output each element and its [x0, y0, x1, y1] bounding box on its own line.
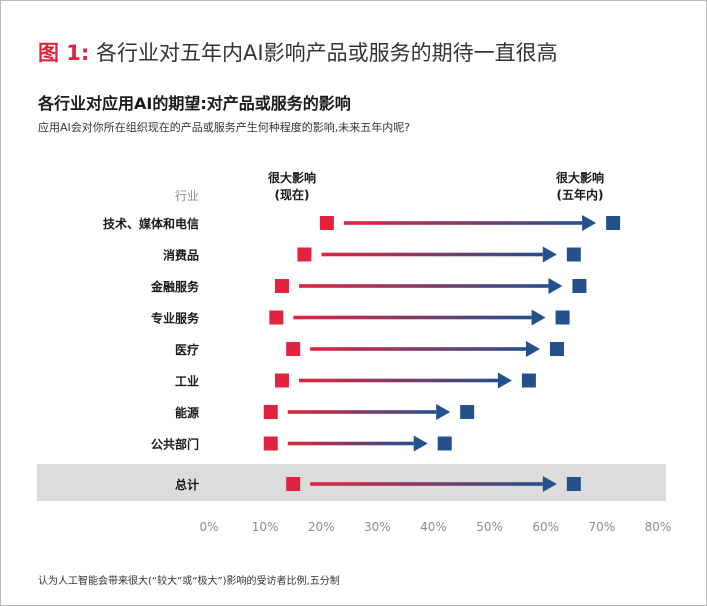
category-label: 工业 — [175, 374, 199, 389]
arrow-shaft — [298, 378, 498, 383]
arrow-head — [542, 246, 557, 263]
x-tick-label: 20% — [308, 520, 335, 534]
footnote: 认为人工智能会带来很大(“较大”或“极大”)影响的受访者比例,五分制 — [38, 576, 340, 587]
chart-subheading: 应用AI会对你所在组织现在的产品或服务产生何种程度的影响,未来五年内呢? — [38, 121, 411, 134]
category-label: 技术、媒体和电信 — [103, 216, 199, 231]
x-tick-label: 70% — [589, 520, 616, 534]
x-tick-label: 0% — [199, 520, 218, 534]
future-marker — [566, 477, 581, 491]
future-marker — [521, 373, 536, 388]
x-tick-label: 50% — [476, 520, 503, 534]
category-label: 公共部门 — [151, 437, 199, 452]
current-marker — [286, 342, 301, 356]
arrow-shaft — [298, 284, 549, 288]
category-label: 专业服务 — [151, 311, 200, 326]
x-tick-label: 10% — [252, 520, 279, 534]
x-tick-label: 40% — [420, 520, 447, 534]
arrow-shaft — [321, 252, 543, 257]
arrow-shaft — [293, 315, 532, 320]
arrow-head — [531, 309, 546, 326]
legend-future-line2: (五年内) — [556, 188, 604, 202]
arrow-shaft — [310, 482, 543, 486]
arrow-shaft — [310, 347, 526, 351]
current-marker — [269, 310, 284, 325]
figure-number: 图 1: — [38, 41, 90, 65]
x-tick-label: 80% — [645, 520, 672, 534]
future-marker — [460, 405, 475, 419]
future-marker — [606, 216, 621, 230]
arrow-head — [542, 476, 557, 492]
current-marker — [263, 405, 278, 419]
category-label: 医疗 — [175, 342, 199, 357]
arrow-shaft — [287, 441, 414, 446]
arrow-shaft — [343, 221, 583, 225]
current-marker — [274, 279, 289, 293]
arrow-head — [548, 278, 563, 294]
current-marker — [263, 436, 278, 451]
figure-title: 图 1: 各行业对五年内AI影响产品或服务的期待一直很高 — [38, 37, 558, 67]
x-tick-label: 60% — [532, 520, 559, 534]
legend-future: 很大影响 (五年内) — [535, 170, 625, 204]
arrow-shaft — [287, 410, 437, 414]
current-marker — [297, 247, 312, 262]
future-marker — [549, 342, 564, 356]
future-marker — [555, 310, 570, 325]
current-marker — [286, 477, 301, 491]
arrow-head — [436, 404, 451, 420]
x-tick-label: 30% — [364, 520, 391, 534]
future-marker — [572, 279, 587, 293]
arrow-head — [497, 372, 512, 389]
arrow-head — [413, 435, 428, 452]
chart-heading: 各行业对应用AI的期望:对产品或服务的影响 — [38, 94, 351, 113]
arrow-head — [525, 341, 540, 357]
arrow-head — [582, 215, 597, 231]
legend-current-line2: (现在) — [274, 188, 310, 202]
category-label: 总计 — [175, 477, 199, 492]
category-label: 能源 — [175, 405, 199, 420]
category-label: 金融服务 — [150, 279, 200, 294]
future-marker — [566, 247, 581, 262]
category-header: 行业 — [175, 189, 199, 203]
future-marker — [437, 436, 452, 451]
legend-current-line1: 很大影响 — [267, 171, 316, 185]
figure-title-text: 各行业对五年内AI影响产品或服务的期待一直很高 — [96, 41, 558, 65]
legend-future-line1: 很大影响 — [555, 171, 604, 185]
legend-current: 很大影响 (现在) — [247, 170, 337, 204]
current-marker — [274, 373, 289, 388]
current-marker — [319, 216, 334, 230]
category-label: 消费品 — [163, 248, 199, 263]
